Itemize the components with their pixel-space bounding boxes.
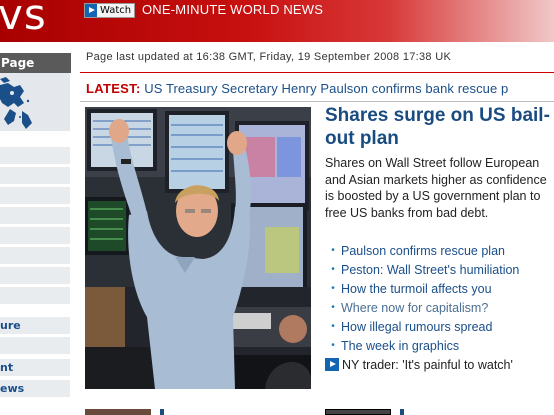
- sidebar-item-entertainment[interactable]: nt: [0, 359, 70, 379]
- related-link[interactable]: • How illegal rumours spread: [325, 317, 554, 336]
- sidebar-item[interactable]: [0, 167, 70, 187]
- sidebar-item[interactable]: [0, 227, 70, 247]
- world-map-icon[interactable]: [0, 73, 70, 131]
- headline-link[interactable]: Shares surge on US bail-out plan: [325, 105, 550, 149]
- related-link[interactable]: • The week in graphics: [325, 336, 554, 355]
- related-links: • Paulson confirms rescue plan • Peston: W…: [325, 241, 554, 374]
- sidebar-item[interactable]: [0, 337, 70, 357]
- story-summary: Shares on Wall Street follow European an…: [325, 156, 547, 220]
- related-link-label[interactable]: The week in graphics: [341, 338, 460, 353]
- top-banner: vs Watch ONE-MINUTE WORLD NEWS: [0, 0, 554, 42]
- sidebar-item[interactable]: [0, 247, 70, 267]
- watch-label: Watch: [100, 5, 132, 16]
- sidebar-item-news[interactable]: ews: [0, 380, 70, 400]
- related-link-label[interactable]: Paulson confirms rescue plan: [341, 243, 505, 258]
- play-icon: [85, 4, 97, 17]
- video-link[interactable]: NY trader: 'It's painful to watch': [325, 355, 554, 374]
- sidebar-item[interactable]: [0, 187, 70, 207]
- divider: [80, 72, 554, 73]
- related-link[interactable]: • How the turmoil affects you: [325, 279, 554, 298]
- related-link-label[interactable]: Where now for capitalism?: [341, 300, 489, 315]
- left-sidebar: Page ure nt ews: [0, 42, 74, 415]
- bbc-news-logo[interactable]: vs: [0, 0, 47, 39]
- latest-label: LATEST:: [86, 81, 141, 96]
- related-link-label[interactable]: How illegal rumours spread: [341, 319, 493, 334]
- sidebar-item-feature[interactable]: ure: [0, 317, 70, 337]
- sidebar-item[interactable]: [0, 147, 70, 167]
- sidebar-item[interactable]: [0, 287, 70, 307]
- related-link[interactable]: • Paulson confirms rescue plan: [325, 241, 554, 260]
- related-link[interactable]: • Peston: Wall Street's humiliation: [325, 260, 554, 279]
- sidebar-item[interactable]: [0, 267, 70, 287]
- story-thumbnail[interactable]: [85, 409, 151, 415]
- divider: [80, 101, 554, 102]
- one-minute-world-news-link[interactable]: ONE-MINUTE WORLD NEWS: [142, 2, 324, 17]
- related-link-visited[interactable]: • Where now for capitalism?: [325, 298, 554, 317]
- video-link-label[interactable]: NY trader: 'It's painful to watch': [342, 357, 513, 372]
- bullet-icon: •: [331, 283, 335, 294]
- video-play-icon: [325, 358, 339, 371]
- bullet-icon: •: [331, 340, 335, 351]
- trader-photo[interactable]: [85, 107, 311, 389]
- story-thumbnail[interactable]: [325, 409, 391, 415]
- bullet-icon: •: [331, 302, 335, 313]
- latest-text[interactable]: US Treasury Secretary Henry Paulson conf…: [144, 81, 509, 96]
- watch-button[interactable]: Watch: [84, 3, 136, 18]
- sidebar-home-page[interactable]: Page: [0, 53, 71, 73]
- related-link-label[interactable]: Peston: Wall Street's humiliation: [341, 262, 520, 277]
- related-link-label[interactable]: How the turmoil affects you: [341, 281, 492, 296]
- bullet-icon: •: [331, 245, 335, 256]
- story-link-fragment[interactable]: [160, 409, 164, 415]
- bullet-icon: •: [331, 264, 335, 275]
- story-link-fragment[interactable]: [400, 409, 404, 415]
- bullet-icon: •: [331, 321, 335, 332]
- sidebar-item[interactable]: [0, 207, 70, 227]
- last-updated: Page last updated at 16:38 GMT, Friday, …: [86, 51, 452, 63]
- latest-ticker[interactable]: LATEST: US Treasury Secretary Henry Paul…: [86, 81, 508, 96]
